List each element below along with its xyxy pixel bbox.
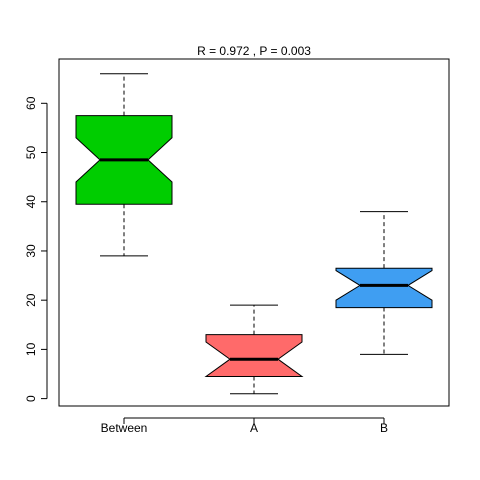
y-tick-label: 20	[24, 293, 38, 307]
y-axis: 0 10 20 30 40 50 60	[24, 96, 48, 402]
y-tick-label: 50	[24, 146, 38, 160]
plot-frame	[58, 58, 450, 407]
box-b	[335, 211, 433, 355]
box-a	[204, 304, 304, 395]
y-tick-label: 60	[24, 96, 38, 110]
x-tick-label: B	[380, 421, 388, 435]
y-tick-label: 0	[24, 395, 38, 402]
x-tick-label: Between	[101, 421, 148, 435]
chart-title: R = 0.972 , P = 0.003	[197, 44, 311, 58]
x-tick-label: A	[250, 421, 258, 435]
box-group	[75, 73, 433, 395]
y-tick-label: 10	[24, 342, 38, 356]
box-body	[204, 334, 304, 377]
y-tick-label: 40	[24, 195, 38, 209]
y-tick-label: 30	[24, 244, 38, 258]
box-between	[75, 73, 173, 257]
box-body	[335, 267, 433, 309]
x-axis: Between A B	[101, 417, 388, 435]
